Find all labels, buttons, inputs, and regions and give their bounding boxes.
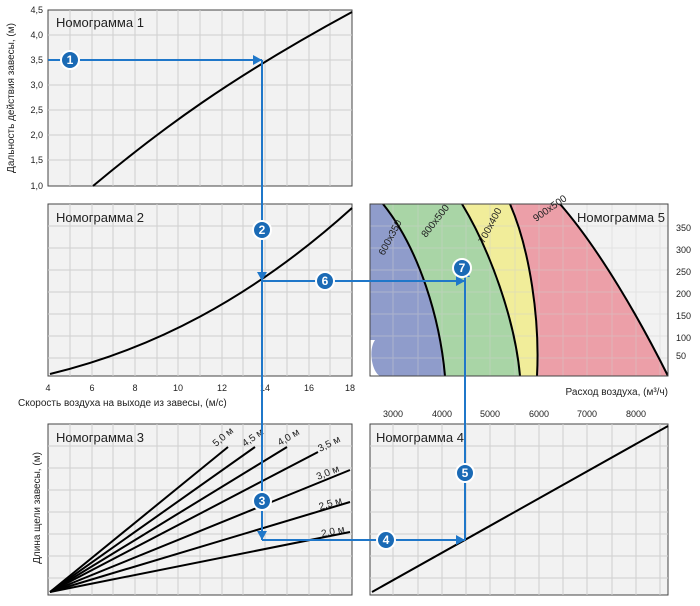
y-tick: 300 [676,245,691,255]
nomogram-1-panel: Номограмма 1 4,5 4,0 3,5 3,0 2,5 2,0 1,5… [6,5,353,191]
x-tick: 4 [45,383,50,393]
nomogram-1-y-ticks: 4,5 4,0 3,5 3,0 2,5 2,0 1,5 1,0 [30,5,43,191]
nomogram-3-y-axis-label: Длина щели завесы, (м) [32,452,43,564]
zone-900x500 [510,204,668,376]
zone-boundary [382,204,446,376]
step-marker-2: 2 [252,220,272,240]
nomogram-2-x-axis-label: Скорость воздуха на выходе из завесы, (м… [18,398,227,409]
x-tick: 12 [217,383,227,393]
step-marker-4: 4 [376,530,396,550]
svg-text:4: 4 [383,533,390,547]
nomogram-4-line [371,425,669,593]
y-tick: 3,5 [30,55,43,65]
nomogram-5-zones [370,204,668,376]
nomogram-1-y-axis-label: Дальность действия завесы, (м) [6,23,17,173]
x-tick: 5000 [480,409,500,419]
arrow-right-icon [456,535,465,545]
nomogram-3-panel: 5,0 м 4,5 м 4,0 м 3,5 м 3,0 м 2,5 м 2,0 … [32,423,353,596]
svg-text:2: 2 [259,223,266,237]
svg-text:5: 5 [462,466,469,480]
step-marker-1: 1 [60,50,80,70]
zone-800x500 [383,204,520,376]
step-marker-5: 5 [455,463,475,483]
slot-length-line [49,501,351,593]
y-tick: 2,0 [30,130,43,140]
slot-length-line [49,446,288,593]
nomogram-1-curve [92,11,353,187]
nomogram-4-x-ticks: 3000 4000 5000 6000 7000 8000 [383,409,646,419]
nomogram-5-boundaries [382,204,668,376]
nomogram-5-y-ticks: 350 300 250 200 150 100 50 [676,223,691,361]
y-tick: 50 [676,351,686,361]
arrow-right-icon [253,55,262,65]
nomogram-3-title: Номограмма 3 [56,430,144,445]
x-tick: 8000 [626,409,646,419]
y-tick: 3,0 [30,80,43,90]
nomogram-3-curves [49,446,351,593]
step-marker-7: 7 [452,258,472,278]
x-tick: 6 [89,383,94,393]
x-tick: 3000 [383,409,403,419]
y-tick: 1,5 [30,155,43,165]
x-tick: 4000 [432,409,452,419]
nomogram-5-panel: 600x350 800x500 700x400 900x500 Номограм… [369,193,691,398]
nomogram-2-panel: Номограмма 2 4 6 8 10 12 14 16 18 Скорос… [18,203,355,409]
nomogram-1-title: Номограмма 1 [56,15,144,30]
step-markers: 1 2 3 4 5 6 7 [60,50,475,550]
zone-boundary [461,204,521,376]
y-tick: 100 [676,333,691,343]
arrow-right-icon [456,276,465,286]
nomogram-5-grid [370,204,668,376]
y-tick: 2,5 [30,105,43,115]
x-tick: 14 [260,383,270,393]
x-tick: 8 [132,383,137,393]
step-marker-6: 6 [315,271,335,291]
y-tick: 200 [676,289,691,299]
x-tick: 16 [304,383,314,393]
svg-text:1: 1 [67,53,74,67]
x-tick: 18 [345,383,355,393]
x-tick: 10 [173,383,183,393]
nomogram-4-title: Номограмма 4 [376,430,464,445]
y-tick: 350 [676,223,691,233]
y-tick: 4,5 [30,5,43,15]
x-tick: 7000 [577,409,597,419]
arrow-down-icon [257,531,267,540]
svg-text:6: 6 [322,274,329,288]
nomogram-1-grid [48,10,352,186]
y-tick: 250 [676,267,691,277]
arrow-down-icon [257,272,267,281]
svg-text:7: 7 [459,261,466,275]
nomogram-5-x-axis-label: Расход воздуха, (м³/ч) [566,387,668,398]
nomogram-2-title: Номограмма 2 [56,210,144,225]
nomogram-5-blank-corner [370,340,380,376]
nomogram-5-frame [369,203,669,377]
svg-text:3: 3 [259,494,266,508]
nomogram-4-panel: Номограмма 4 3000 4000 5000 6000 7000 80… [369,409,669,596]
y-tick: 4,0 [30,30,43,40]
slot-length-label: 2,0 м [320,524,345,540]
slot-length-line [49,469,351,593]
zone-boundary [559,204,668,376]
zone-boundary [509,204,539,376]
x-tick: 6000 [529,409,549,419]
y-tick: 1,0 [30,181,43,191]
step-marker-3: 3 [252,491,272,511]
slot-length-line [49,446,229,593]
slot-length-line [49,531,351,593]
nomogram-2-curve [49,207,353,375]
slot-length-line [49,446,256,593]
nomogram-2-x-ticks: 4 6 8 10 12 14 16 18 [45,383,355,393]
slot-length-line [49,451,319,593]
zone-600x350 [370,204,445,376]
y-tick: 150 [676,311,691,321]
nomogram-5-title: Номограмма 5 [577,210,665,225]
